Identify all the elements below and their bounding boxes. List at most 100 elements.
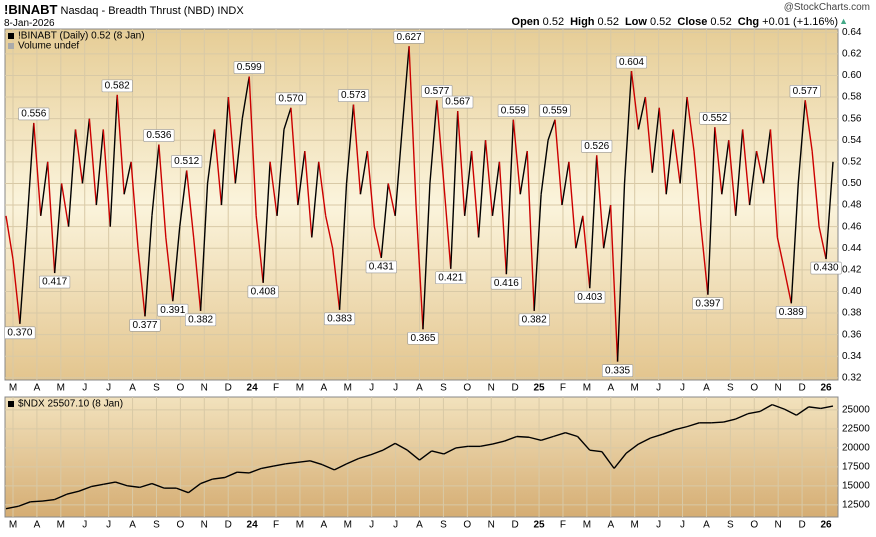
x-tick-label: D — [225, 383, 232, 394]
line-segment — [589, 449, 603, 453]
line-segment — [679, 96, 688, 184]
value-label-box — [574, 290, 606, 304]
line-segment — [565, 432, 578, 438]
line-segment — [285, 461, 298, 465]
x-tick-label: J — [369, 383, 374, 394]
x-tick-label: A — [416, 383, 423, 394]
value-label: 0.397 — [695, 298, 720, 309]
x-tick-label: S — [440, 520, 447, 531]
line-segment — [771, 403, 785, 410]
y-tick-label: 0.64 — [842, 27, 862, 38]
line-segment — [324, 215, 334, 249]
line-segment — [290, 107, 299, 206]
line-segment — [519, 150, 528, 195]
x-tick-label: O — [176, 520, 184, 531]
value-label: 0.408 — [251, 286, 276, 297]
line-segment — [127, 485, 140, 489]
line-segment — [46, 161, 56, 274]
line-segment — [269, 161, 278, 216]
line-segment — [820, 405, 834, 410]
line-segment — [19, 226, 28, 324]
x-tick-label: D — [512, 383, 519, 394]
line-segment — [261, 465, 274, 470]
x-tick-label: A — [34, 383, 41, 394]
x-tick-label: J — [82, 520, 87, 531]
value-label-box — [324, 312, 356, 326]
x-tick-label: 24 — [247, 520, 259, 531]
y-tick-label: 17500 — [842, 462, 870, 473]
line-segment — [601, 451, 615, 469]
quote-label: Low — [624, 16, 647, 28]
line-segment — [577, 436, 591, 451]
quote-label: Close — [677, 16, 708, 28]
value-label: 0.382 — [522, 315, 547, 326]
x-tick-label: A — [34, 520, 41, 531]
value-label-box — [692, 297, 724, 310]
line-segment — [613, 452, 627, 469]
line-segment — [318, 161, 327, 216]
y-tick-label: 0.58 — [842, 92, 862, 103]
line-segment — [735, 129, 744, 216]
value-label-box — [775, 306, 807, 319]
line-segment — [650, 433, 663, 439]
date: 8-Jan-2026 — [4, 18, 55, 29]
line-segment — [658, 107, 667, 195]
value-label-box — [171, 155, 203, 168]
x-tick-label: J — [106, 520, 111, 531]
line-segment — [78, 485, 92, 492]
line-segment — [321, 463, 335, 471]
value-label-box — [518, 313, 550, 327]
line-segment — [498, 161, 508, 275]
value-label-box — [4, 326, 36, 340]
line-segment — [547, 119, 556, 141]
line-segment — [185, 170, 195, 238]
line-segment — [505, 119, 515, 275]
y-tick-label: 0.34 — [842, 351, 862, 362]
line-segment — [825, 161, 834, 260]
symbol: !BINABT — [4, 2, 58, 17]
line-segment — [625, 443, 639, 454]
line-segment — [179, 170, 188, 227]
line-segment — [443, 447, 457, 455]
y-tick-label: 0.42 — [842, 264, 862, 275]
value-label-box — [490, 276, 522, 290]
line-segment — [151, 144, 160, 216]
legend-entry: !BINABT (Daily) 0.52 (8 Jan) — [18, 31, 145, 42]
value-label: 0.391 — [160, 305, 185, 316]
line-segment — [415, 205, 424, 330]
line-segment — [165, 237, 174, 302]
line-segment — [151, 482, 165, 489]
value-label: 0.512 — [174, 156, 199, 167]
y-tick-label: 0.60 — [842, 70, 862, 81]
line-segment — [723, 418, 736, 423]
y-tick-label: 0.36 — [842, 329, 862, 340]
line-segment — [401, 46, 410, 130]
value-label-box — [442, 95, 474, 109]
line-segment — [609, 205, 619, 362]
line-segment — [540, 140, 549, 195]
line-segment — [137, 248, 146, 317]
value-label: 0.370 — [7, 327, 32, 338]
x-tick-label: F — [560, 520, 566, 531]
value-label-box — [497, 104, 529, 118]
line-segment — [373, 226, 382, 259]
value-label-box — [699, 111, 731, 125]
x-tick-label: F — [273, 520, 279, 531]
line-segment — [81, 118, 91, 184]
x-tick-label: A — [129, 520, 136, 531]
x-tick-label: M — [344, 383, 352, 394]
x-axis-band — [5, 518, 838, 532]
x-tick-label: J — [393, 383, 398, 394]
line-segment — [331, 248, 341, 310]
line-segment — [769, 129, 779, 238]
line-segment — [33, 122, 42, 216]
line-segment — [492, 440, 505, 445]
line-segment — [804, 100, 813, 152]
line-segment — [297, 460, 311, 464]
x-tick-label: O — [176, 383, 184, 394]
line-segment — [255, 215, 264, 283]
value-label-box — [247, 285, 279, 299]
line-segment — [200, 478, 213, 485]
